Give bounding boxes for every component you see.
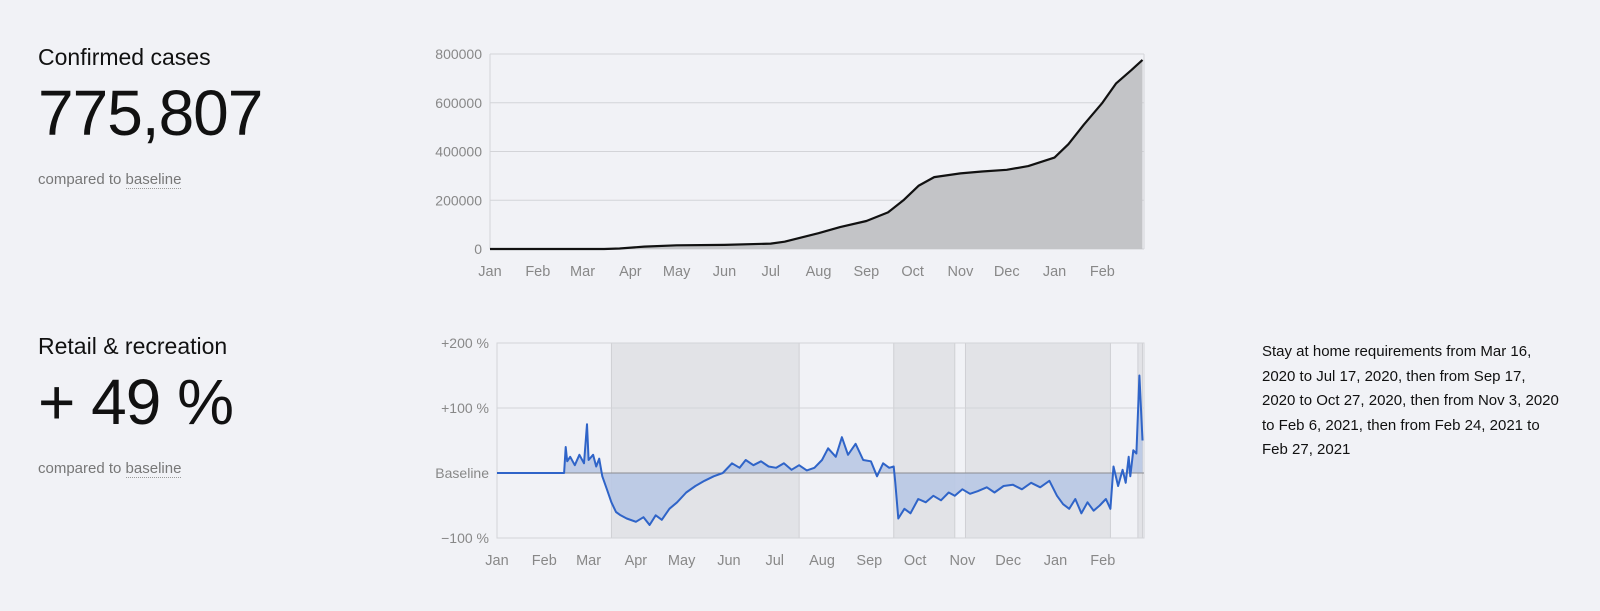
mobility-chart-svg: −100 % Baseline +100 % +200 % Jan Feb Mar Apr Ma…	[435, 335, 1145, 569]
retail-value: + 49 %	[38, 366, 234, 438]
x-tick-label: Feb	[1090, 553, 1115, 569]
x-tick-label: Sep	[853, 264, 879, 280]
x-tick-label: Mar	[570, 264, 595, 280]
y-tick-label: 400000	[435, 144, 482, 160]
x-tick-label: Aug	[809, 553, 835, 569]
cases-subtitle: compared to baseline	[38, 171, 262, 189]
cases-summary: Confirmed cases 775,807 compared to base…	[38, 44, 263, 189]
x-tick-label: Nov	[950, 553, 977, 569]
retail-summary: Retail & recreation + 49 % compared to b…	[38, 333, 234, 478]
cases-subtitle-prefix: compared to	[38, 171, 126, 188]
cases-chart: 0 200000 400000 600000 800000 Jan Feb Mar Apr May…	[410, 40, 1170, 295]
series-area	[497, 375, 1143, 525]
x-tick-label: Jan	[1044, 553, 1067, 569]
cases-chart-svg: 0 200000 400000 600000 800000 Jan Feb Mar Apr May…	[435, 46, 1145, 280]
x-tick-label: Sep	[856, 553, 882, 569]
series-line	[490, 59, 1144, 251]
x-tick-label: Dec	[994, 264, 1020, 280]
x-tick-label: Feb	[1090, 264, 1115, 280]
y-tick-label: 0	[474, 241, 482, 257]
retail-baseline-link[interactable]: baseline	[125, 460, 182, 478]
retail-subtitle: compared to baseline	[38, 460, 233, 478]
x-tick-label: Jan	[1043, 264, 1066, 280]
y-tick-label: +100 %	[441, 400, 489, 416]
x-tick-label: Jul	[765, 553, 784, 569]
x-tick-label: Oct	[904, 553, 927, 569]
x-tick-label: Jan	[485, 553, 508, 569]
x-tick-label: Jun	[717, 553, 740, 569]
x-tick-label: Jul	[761, 264, 780, 280]
x-tick-label: May	[663, 264, 691, 280]
shaded-range-2	[964, 342, 1111, 539]
cases-title: Confirmed cases	[38, 44, 211, 70]
y-tick-label: Baseline	[435, 465, 489, 481]
retail-title: Retail & recreation	[38, 333, 228, 359]
stay-at-home-note: Stay at home requirements from Mar 16, 2…	[1262, 343, 1559, 458]
x-tick-label: Jan	[478, 264, 501, 280]
x-tick-label: Oct	[901, 264, 924, 280]
x-tick-label: Nov	[948, 264, 975, 280]
y-tick-label: −100 %	[441, 530, 489, 546]
y-tick-label: +200 %	[441, 335, 489, 351]
cases-value: 775,807	[38, 77, 263, 149]
cases-baseline-link[interactable]: baseline	[125, 171, 182, 189]
x-tick-label: Feb	[532, 553, 557, 569]
x-tick-label: Feb	[525, 264, 550, 280]
y-tick-label: 800000	[435, 46, 482, 62]
series-area	[490, 59, 1143, 250]
y-tick-label: 200000	[435, 192, 482, 208]
plot-frame	[496, 342, 1145, 539]
x-tick-label: Dec	[995, 553, 1021, 569]
x-tick-label: Apr	[625, 553, 648, 569]
x-tick-label: Apr	[619, 264, 642, 280]
x-tick-label: Jun	[713, 264, 736, 280]
x-tick-label: Aug	[806, 264, 832, 280]
y-tick-label: 600000	[435, 95, 482, 111]
retail-subtitle-prefix: compared to	[38, 460, 126, 477]
x-tick-label: May	[668, 553, 696, 569]
series-line	[497, 374, 1144, 526]
x-tick-label: Mar	[576, 553, 601, 569]
mobility-chart: −100 % Baseline +100 % +200 % Jan Feb Mar Apr Ma…	[410, 335, 1170, 590]
